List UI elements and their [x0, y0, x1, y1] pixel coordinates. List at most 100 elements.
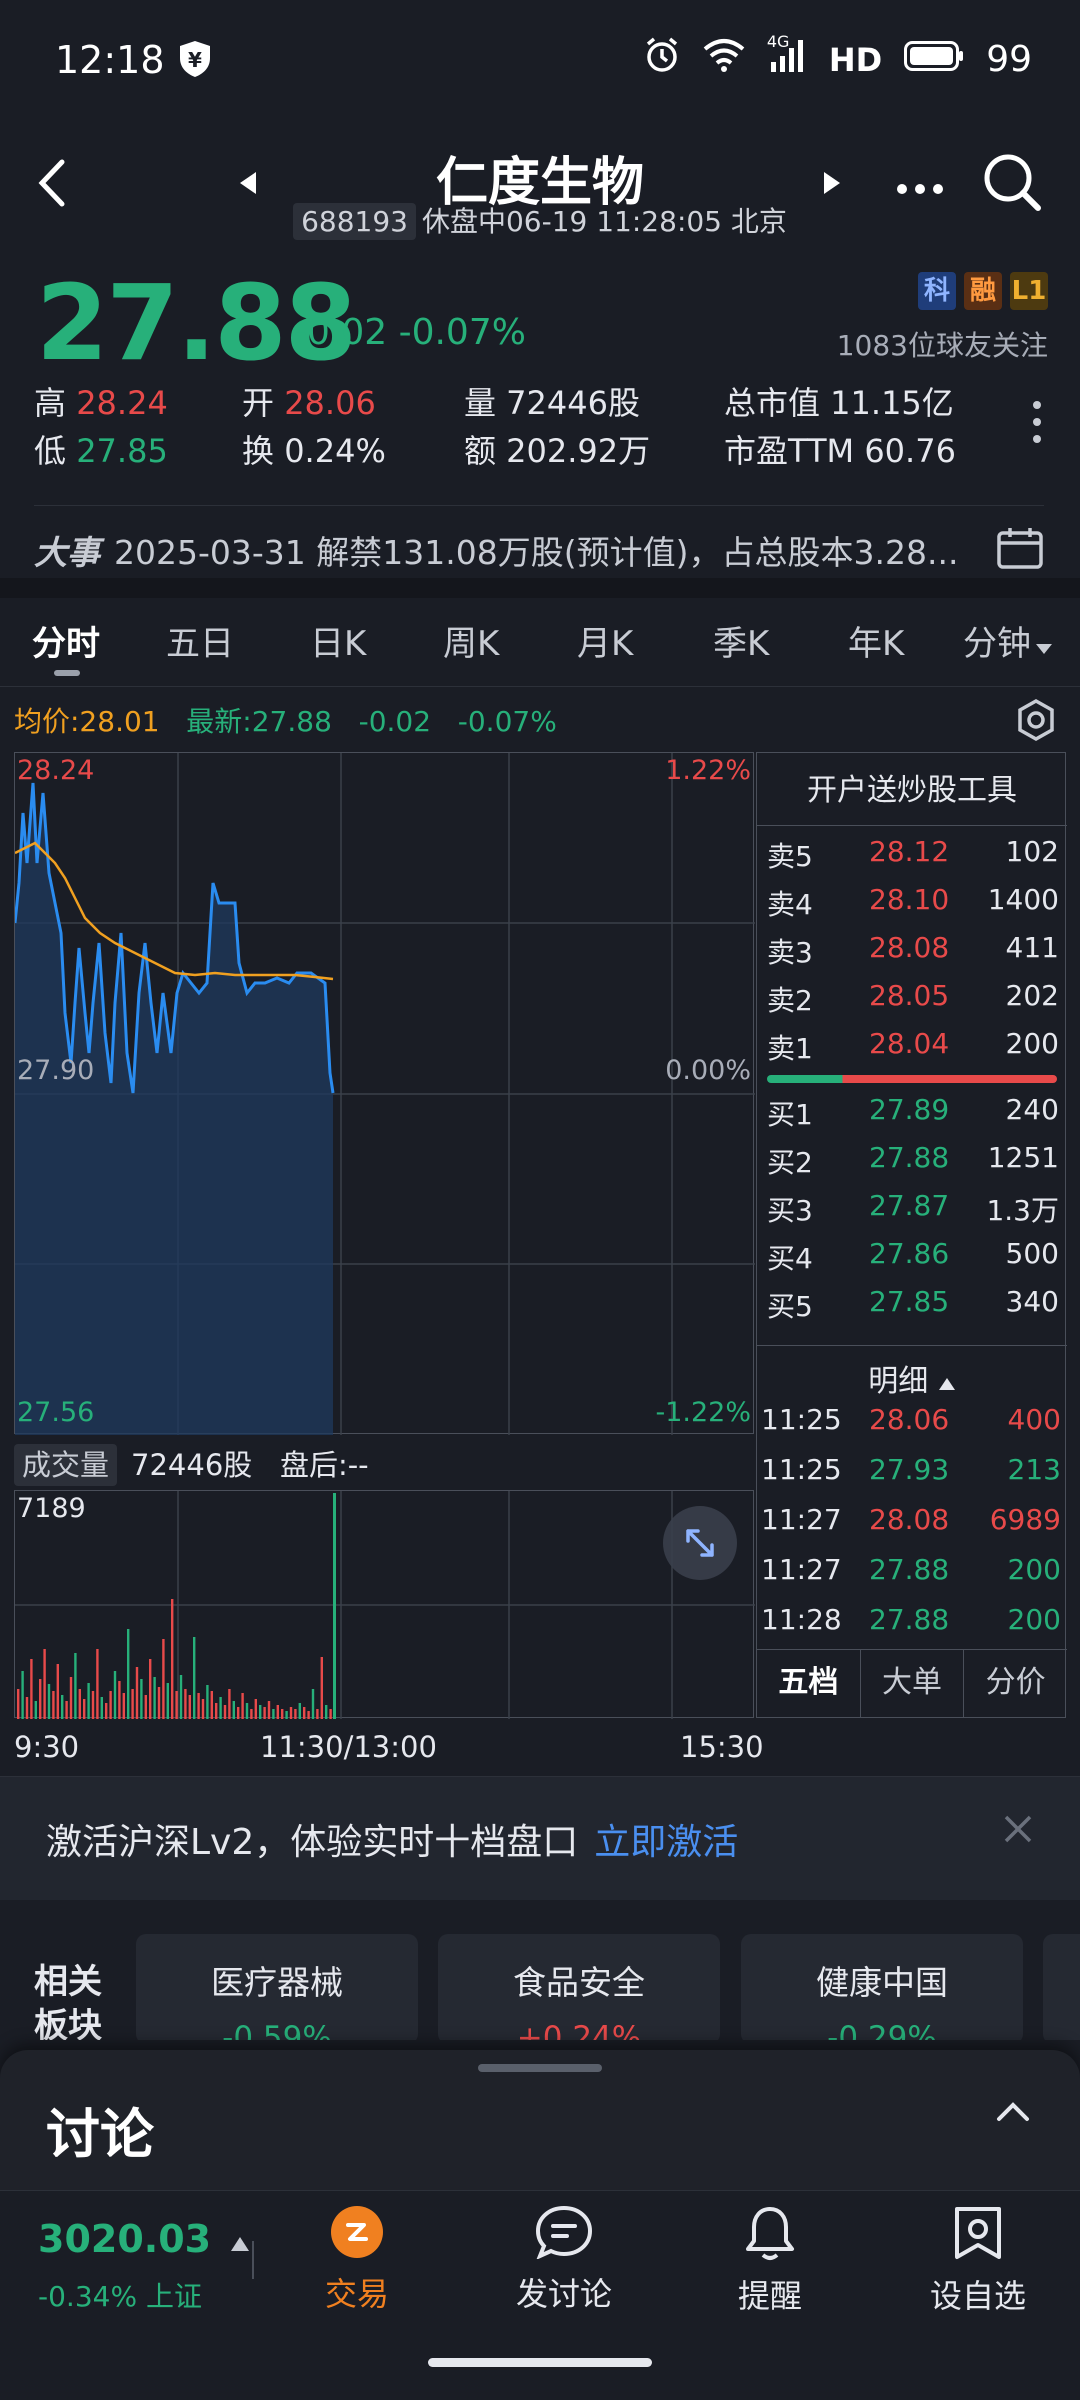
trade-row: 11:28 27.88 200	[757, 1603, 1067, 1651]
ask-row-p: 28.12	[869, 835, 950, 868]
tab-quarterly-k[interactable]: 季K	[713, 624, 770, 664]
volume-bar	[43, 1649, 46, 1719]
status-icons: 4G HD 99	[643, 32, 1032, 83]
tab-weekly-k[interactable]: 周K	[443, 624, 500, 664]
ask-row: 卖4 28.10 1400	[757, 883, 1067, 929]
alarm-icon	[643, 36, 681, 83]
volume-chip[interactable]: 成交量	[14, 1444, 118, 1486]
stats-more-icon[interactable]	[1032, 400, 1042, 452]
book-promo-title[interactable]: 开户送炒股工具	[807, 773, 1017, 808]
trade-row-v: 400	[1007, 1403, 1061, 1436]
volume-bar	[149, 1659, 152, 1719]
book-tab-big-orders[interactable]: 大单	[861, 1650, 965, 1717]
time-axis-end: 15:30	[680, 1730, 764, 1764]
sector-card-partial[interactable]	[1043, 1934, 1080, 2040]
volume-bar	[175, 1691, 178, 1719]
volume-bar	[162, 1639, 165, 1719]
volume-bar	[17, 1689, 20, 1719]
volume-chart-svg	[15, 1491, 755, 1719]
stat-volume: 量 72446股	[464, 384, 640, 422]
volume-bar	[201, 1699, 205, 1719]
calendar-icon[interactable]	[996, 526, 1044, 578]
trade-row: 11:27 28.08 6989	[757, 1503, 1067, 1551]
trade-icon	[331, 2206, 383, 2258]
chevron-up-icon[interactable]	[996, 2100, 1030, 2126]
next-stock-icon[interactable]	[822, 170, 842, 200]
trade-row-p: 28.06	[869, 1403, 950, 1436]
volume-bar	[228, 1689, 231, 1719]
volume-bar	[47, 1684, 51, 1719]
status-time: 12:18	[55, 38, 165, 82]
order-book: 开户送炒股工具 明细 五档 大单 分价 卖5 28.12 102 卖4 28.10 140…	[756, 752, 1067, 1718]
stat-turnover: 换 0.24%	[242, 432, 386, 470]
expand-chart-icon[interactable]	[662, 1505, 738, 1585]
back-icon[interactable]	[34, 158, 70, 212]
period-tabs: 分时 五日 日K 周K 月K 季K 年K 分钟	[0, 598, 1080, 688]
volume-chart[interactable]: 7189	[14, 1490, 755, 1719]
wifi-icon	[703, 38, 745, 81]
pct-label-bottom: -1.22%	[655, 1397, 751, 1428]
stock-status-line: 688193 休盘中06-19 11:28:05 北京	[0, 200, 1080, 240]
watchlist-add-icon	[955, 2207, 1001, 2259]
nav-add-watchlist[interactable]: 设自选	[898, 2205, 1058, 2317]
volume-bar	[263, 1707, 266, 1719]
volume-bar	[294, 1709, 297, 1719]
sector-card-medical[interactable]: 医疗器械 -0.59%	[136, 1934, 418, 2040]
tab-monthly-k[interactable]: 月K	[577, 624, 634, 664]
bid-row-p: 27.85	[869, 1285, 950, 1318]
tab-yearly-k[interactable]: 年K	[848, 624, 905, 664]
more-icon[interactable]	[896, 180, 944, 199]
volume-bar	[179, 1675, 183, 1719]
volume-bar	[193, 1637, 196, 1719]
activate-link[interactable]: 立即激活	[594, 1822, 739, 1863]
tab-daily-k[interactable]: 日K	[310, 624, 367, 664]
sector-card-food-safety[interactable]: 食品安全 +0.24%	[438, 1934, 720, 2040]
stock-name: 仁度生物	[435, 153, 644, 213]
nav-trade[interactable]: 交易	[277, 2205, 437, 2315]
section-separator	[0, 578, 1080, 598]
close-icon[interactable]	[1002, 1805, 1034, 1856]
chart-settings-icon[interactable]	[1014, 698, 1058, 746]
home-indicator[interactable]	[428, 2358, 652, 2367]
volume-bar	[245, 1703, 249, 1719]
nav-alert[interactable]: 提醒	[690, 2205, 850, 2317]
sector-card-healthy-china[interactable]: 健康中国 -0.29%	[741, 1934, 1023, 2040]
trade-row: 11:25 27.93 213	[757, 1453, 1067, 1501]
volume-bar	[21, 1671, 24, 1719]
after-hours: 盘后:--	[279, 1448, 369, 1482]
tab-five-day[interactable]: 五日	[166, 624, 234, 664]
volume-bar	[232, 1701, 235, 1719]
book-tab-five-level[interactable]: 五档	[757, 1650, 861, 1717]
shield-icon: ¥	[178, 40, 212, 82]
volume-bar	[316, 1709, 319, 1719]
sheet-drag-handle[interactable]	[478, 2064, 602, 2072]
volume-bar	[197, 1693, 200, 1719]
chat-icon	[535, 2205, 593, 2260]
ask-row-n: 卖1	[767, 1032, 813, 1065]
tab-minute[interactable]: 分钟	[963, 616, 1053, 665]
intraday-price-chart[interactable]: 28.24 27.90 27.56 1.22% 0.00% -1.22%	[14, 752, 755, 1435]
index-value[interactable]: 3020.03	[38, 2217, 250, 2261]
event-row[interactable]: 大事 2025-03-31 解禁131.08万股(预计值)，占总股本3.28...	[34, 505, 1044, 572]
bottom-bar: 3020.03 -0.34% 上证 交易 发讨论 提醒 设自选	[0, 2190, 1080, 2330]
tab-intraday[interactable]: 分时	[32, 624, 100, 664]
nav-post-discussion[interactable]: 发讨论	[484, 2205, 644, 2315]
bid-row-n: 买2	[767, 1146, 813, 1179]
book-tab-price-dist[interactable]: 分价	[985, 1665, 1046, 1700]
volume-bar-peak	[333, 1493, 336, 1719]
volume-bar	[329, 1709, 332, 1719]
volume-bar	[259, 1705, 262, 1719]
discussion-sheet[interactable]: 讨论	[0, 2050, 1080, 2190]
volume-bar	[267, 1701, 271, 1719]
stock-code: 688193	[293, 203, 416, 240]
followers-count[interactable]: 1083位球友关注	[836, 329, 1048, 362]
trade-detail-title[interactable]: 明细	[757, 1345, 1067, 1400]
trade-row-v: 200	[1007, 1553, 1061, 1586]
tag-margin: 融	[964, 272, 1002, 310]
ask-row-v: 200	[1005, 1027, 1059, 1060]
intraday-summary: 均价:28.01 最新:27.88 -0.02 -0.07%	[14, 700, 557, 740]
prev-stock-icon[interactable]	[238, 170, 258, 200]
search-icon[interactable]	[982, 152, 1042, 216]
y-label-bottom: 27.56	[17, 1397, 95, 1428]
bid-row-v: 240	[1005, 1093, 1059, 1126]
